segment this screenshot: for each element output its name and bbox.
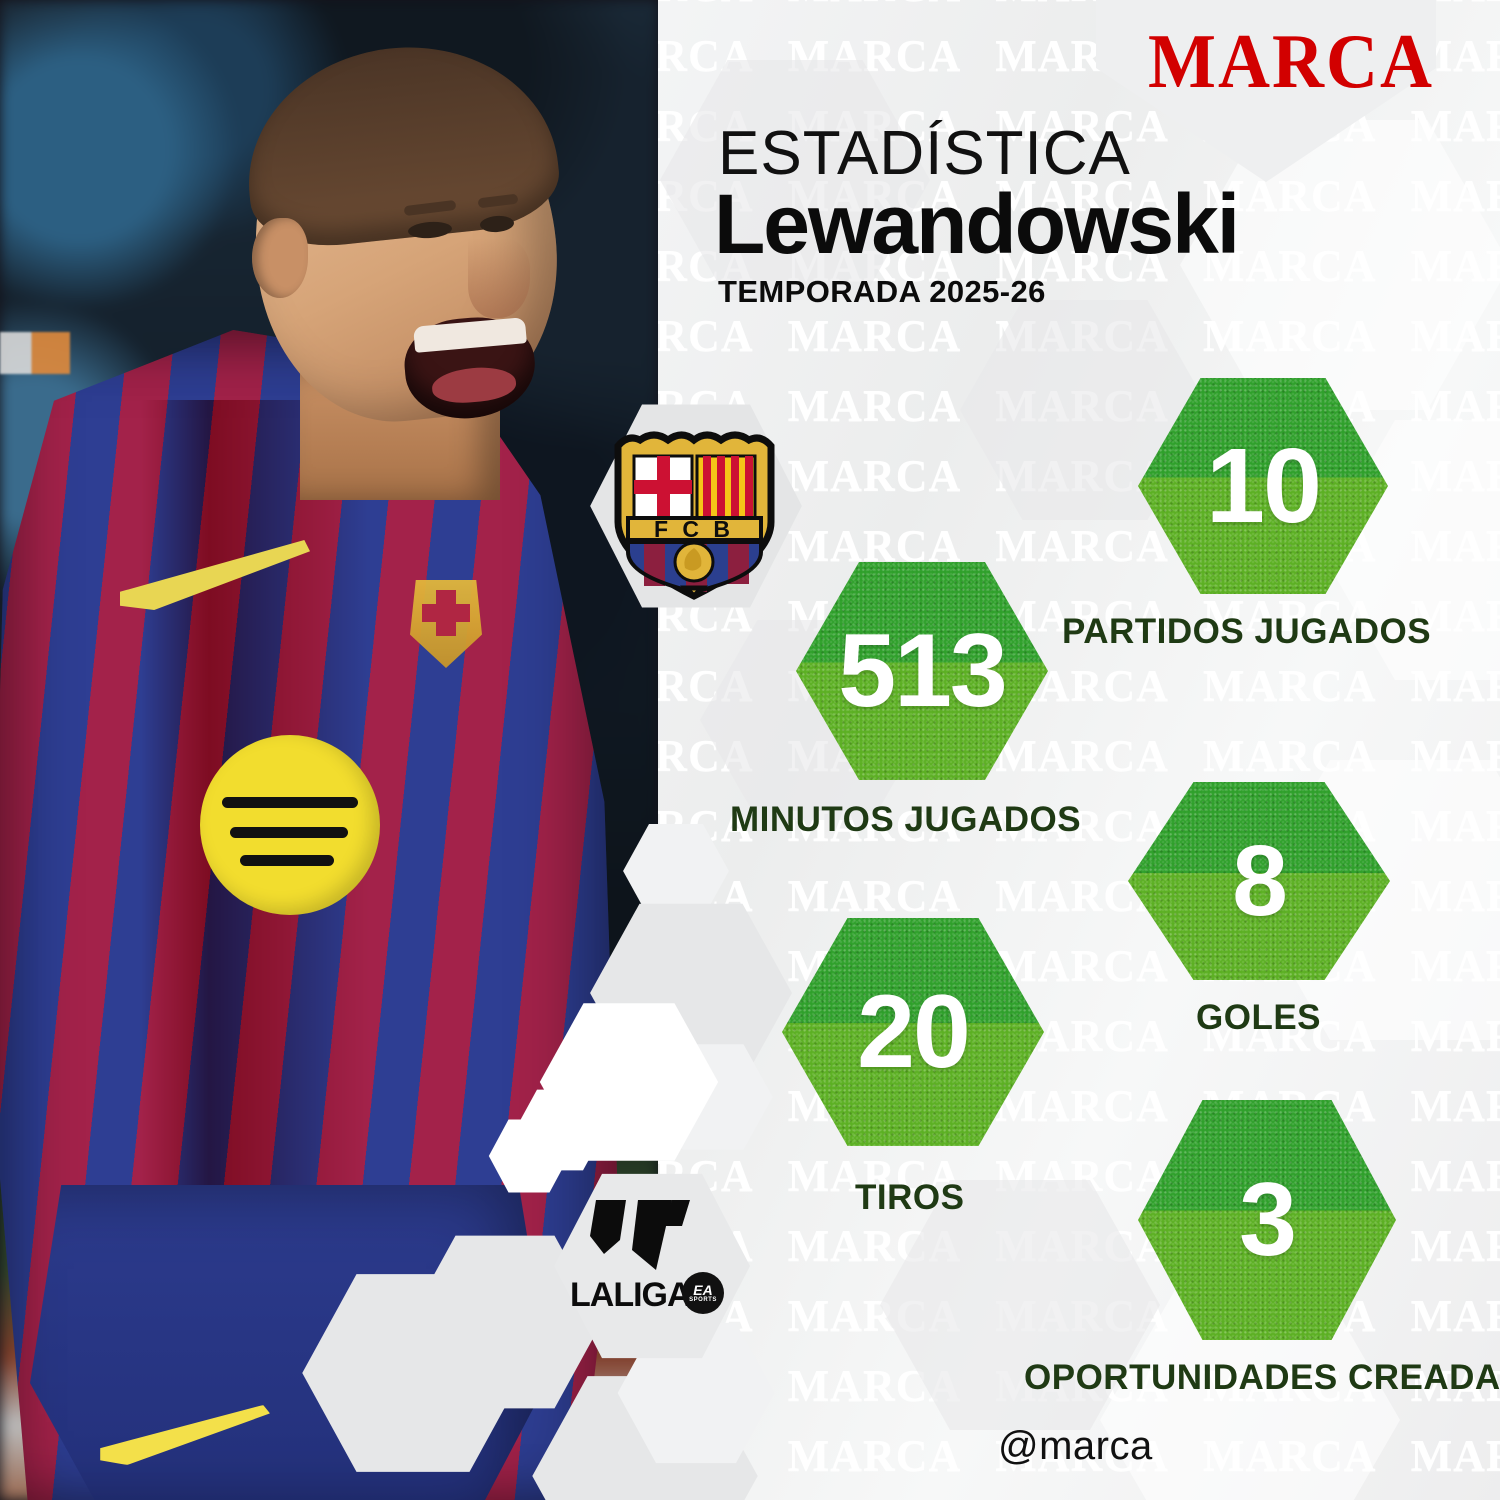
stat-hexagon-fill [782, 918, 1044, 1146]
spotify-sponsor-icon [200, 735, 380, 915]
watermark-text: MARCA [1202, 591, 1377, 640]
stat-value: 8 [1232, 824, 1288, 937]
watermark-text: MARCA [995, 241, 1169, 290]
page-kicker: ESTADÍSTICA [718, 119, 1131, 188]
watermark-text: MARCA [787, 1151, 962, 1200]
watermark-text: MARCA [995, 0, 1169, 11]
fc-barcelona-crest-icon: F C B [602, 418, 787, 603]
watermark-text: MARCA [1410, 1221, 1500, 1270]
season-subtitle: TEMPORADA 2025-26 [718, 274, 1046, 309]
watermark-text: MARCA [787, 1431, 962, 1480]
ea-label: EA [693, 1282, 713, 1298]
watermark-text: MARCA [1410, 1151, 1500, 1200]
stat-hexagon-partidos-jugados: 10 [1138, 378, 1388, 594]
decor-hexagon [488, 1119, 570, 1193]
social-handle[interactable]: @marca [998, 1424, 1153, 1468]
stat-value: 10 [1206, 426, 1322, 545]
nike-swoosh-icon [100, 1405, 270, 1465]
watermark-text: MARCA [1410, 1081, 1500, 1130]
stat-label-partidos-jugados: PARTIDOS JUGADOS [1062, 612, 1432, 651]
watermark-text: MARCA [787, 381, 962, 430]
decor-hexagon [302, 1274, 524, 1472]
watermark-text: MARCA [787, 451, 962, 500]
player-nose [468, 238, 530, 318]
watermark-text: MARCA [1202, 661, 1377, 710]
stat-hexagon-fill [1138, 1100, 1396, 1340]
svg-text:F C B: F C B [654, 516, 734, 542]
stat-label-tiros: TIROS [855, 1178, 965, 1217]
watermark-text: MARCA [1410, 1291, 1500, 1340]
watermark-text: MARCA [995, 731, 1169, 780]
stat-value: 513 [838, 612, 1008, 729]
stat-value: 20 [857, 973, 971, 1090]
page-title: Lewandowski [714, 177, 1240, 271]
watermark-text: MARCA [995, 521, 1169, 570]
marca-logo[interactable]: MARCA [1148, 17, 1434, 105]
watermark-text: MARCA [787, 871, 962, 920]
laliga-wordmark: LALIGA [570, 1276, 692, 1314]
grass-texture [782, 918, 1044, 1146]
watermark-text: MARCA [580, 0, 754, 11]
watermark-text: MARCA [995, 941, 1169, 990]
background-hex-decor [660, 60, 930, 300]
player-ear [252, 218, 308, 298]
watermark-text: MARCA [1410, 1361, 1500, 1410]
ea-sports-icon: EA SPORTS [682, 1272, 724, 1314]
decor-hexagon [623, 823, 729, 919]
watermark-text: MARCA [995, 171, 1169, 220]
watermark-text: MARCA [1411, 0, 1500, 11]
grass-texture [1138, 1100, 1396, 1340]
sleeve-badge [0, 332, 70, 374]
stat-hexagon-goles: 8 [1128, 782, 1390, 980]
stat-value: 3 [1239, 1161, 1297, 1278]
watermark-text: MARCA [788, 0, 962, 11]
stat-hexagon-tiros: 20 [782, 918, 1044, 1146]
stat-hexagon-minutos-jugados: 513 [796, 562, 1048, 780]
watermark-text: MARCA [787, 521, 962, 570]
stat-label-oportunidades-creadas: OPORTUNIDADES CREADAS [1024, 1358, 1500, 1397]
stat-hexagon-oportunidades-creadas: 3 [1138, 1100, 1396, 1340]
watermark-text: MARCA [995, 801, 1169, 850]
watermark-text: MARCA [787, 311, 962, 360]
sports-label: SPORTS [689, 1297, 717, 1303]
watermark-text: MARCA [1410, 1431, 1500, 1480]
watermark-text: MARCA [995, 1081, 1169, 1130]
laliga-mark-icon [586, 1196, 716, 1272]
watermark-text: MARCA [995, 101, 1169, 150]
stat-label-minutos-jugados: MINUTOS JUGADOS [730, 800, 1082, 839]
stat-label-goles: GOLES [1196, 998, 1322, 1037]
